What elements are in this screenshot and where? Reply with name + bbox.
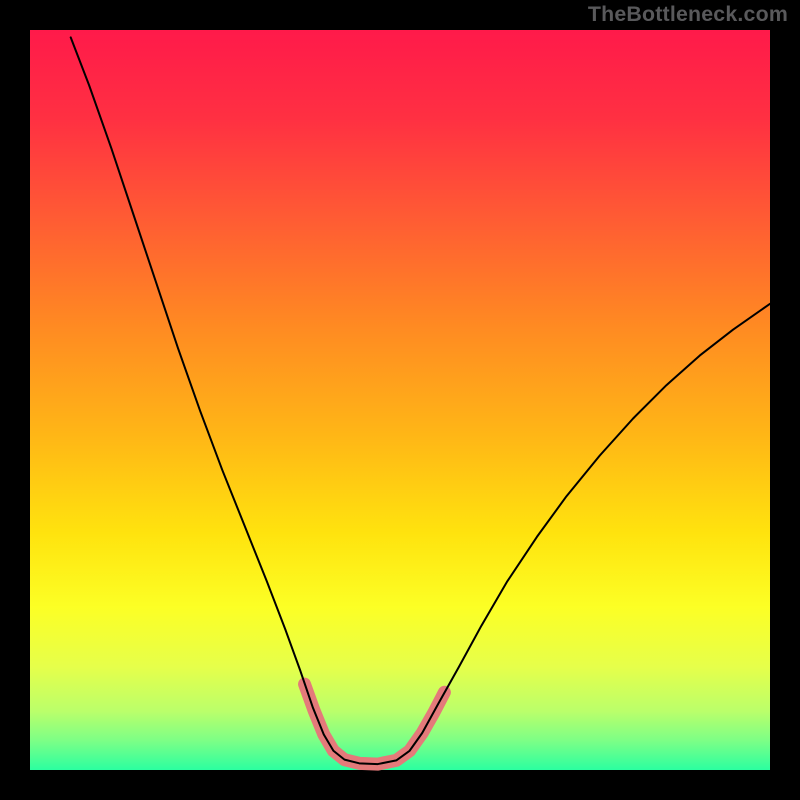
gradient-background bbox=[30, 30, 770, 770]
chart-stage: { "meta": { "width_px": 800, "height_px"… bbox=[0, 0, 800, 800]
watermark-text: TheBottleneck.com bbox=[588, 2, 788, 27]
bottleneck-chart bbox=[0, 0, 800, 800]
